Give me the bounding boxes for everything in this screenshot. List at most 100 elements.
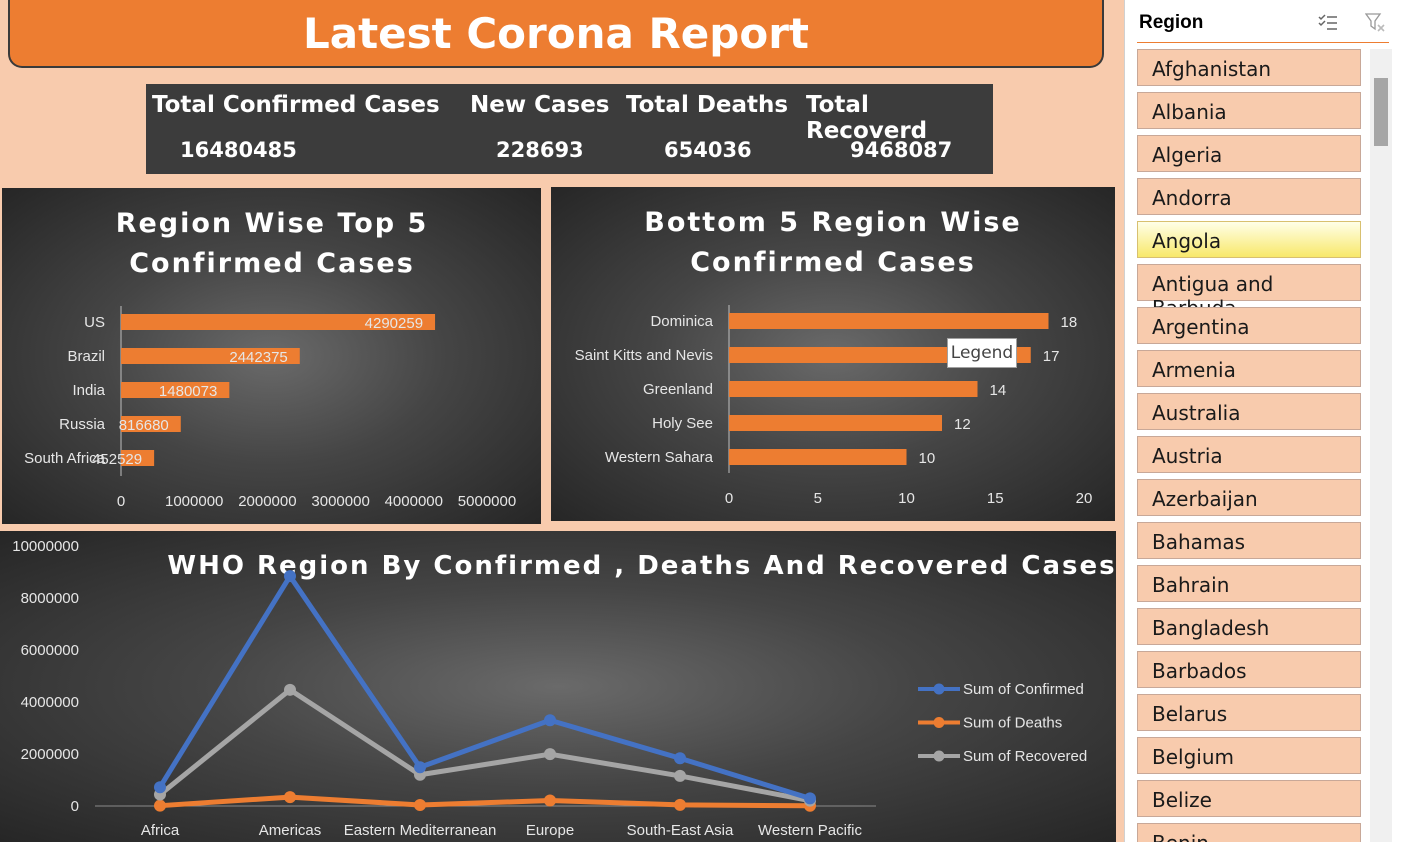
bar: [121, 416, 181, 432]
chart-title-line: Bottom 5 Region Wise: [644, 207, 1022, 238]
data-point: [674, 752, 686, 765]
data-label: 12: [954, 416, 971, 433]
data-label: 2442375: [229, 349, 287, 366]
slicer-item[interactable]: Argentina: [1137, 307, 1361, 344]
legend-label: Sum of Deaths: [963, 715, 1062, 732]
series-line: [159, 794, 811, 809]
y-tick-label: 8000000: [21, 590, 79, 607]
slicer-item[interactable]: Albania: [1137, 92, 1361, 129]
data-point: [674, 769, 686, 782]
bottom5-bar-chart: Bottom 5 Region Wise Confirmed Cases Domin…: [575, 207, 1093, 507]
bar: [729, 313, 1049, 329]
x-tick-label: Eastern Mediterranean: [344, 822, 497, 839]
slicer-item[interactable]: Barbados: [1137, 651, 1361, 688]
data-point: [284, 570, 296, 583]
kpi-recovered-value: 9468087: [850, 138, 953, 162]
slicer-scrollbar-thumb[interactable]: [1374, 78, 1388, 146]
slicer-item[interactable]: Belize: [1137, 780, 1361, 817]
slicer-item[interactable]: Antigua and Barbuda: [1137, 264, 1361, 320]
legend-swatch-marker: [933, 750, 945, 762]
category-label: Russia: [59, 416, 106, 433]
slicer-scrollbar-track[interactable]: [1370, 49, 1392, 842]
who-region-line-chart: WHO Region By Confirmed , Deaths And Rec…: [12, 538, 1116, 839]
slicer-item[interactable]: Afghanistan: [1137, 49, 1361, 86]
bar: [121, 450, 155, 466]
slicer-item[interactable]: Belgium: [1137, 737, 1361, 774]
x-tick-label: Americas: [259, 822, 322, 839]
x-tick-label: South-East Asia: [627, 822, 734, 839]
category-label: Saint Kitts and Nevis: [575, 347, 713, 364]
data-label: 816680: [119, 417, 169, 434]
legend-swatch-marker: [933, 717, 945, 728]
x-tick-label: 5: [814, 490, 822, 507]
y-tick-label: 10000000: [12, 538, 79, 555]
kpi-new-label: New Cases: [470, 92, 610, 118]
multi-select-icon[interactable]: [1317, 12, 1339, 34]
chart-title-line: Region Wise Top 5: [116, 208, 429, 239]
chart-title: WHO Region By Confirmed , Deaths And Rec…: [167, 551, 1116, 581]
top5-chart-panel[interactable]: Region Wise Top 5 Confirmed Cases US 429025…: [2, 188, 541, 524]
bar: [121, 348, 300, 364]
y-tick-label: 4000000: [21, 694, 79, 711]
bar: [729, 381, 978, 397]
data-point: [284, 791, 296, 804]
slicer-item[interactable]: Bahrain: [1137, 565, 1361, 602]
kpi-confirmed-value: 16480485: [180, 138, 297, 162]
series-line: [158, 687, 811, 804]
slicer-item[interactable]: Belarus: [1137, 694, 1361, 731]
slicer-item[interactable]: Azerbaijan: [1137, 479, 1361, 516]
data-label: 4290259: [365, 315, 423, 332]
legend-swatch-marker: [933, 683, 945, 695]
x-tick-label: 4000000: [385, 493, 443, 510]
slicer-title: Region: [1139, 12, 1204, 33]
x-tick-label: 2000000: [238, 493, 296, 510]
category-label: Brazil: [67, 348, 105, 365]
data-point: [674, 798, 686, 811]
category-label: India: [72, 382, 105, 399]
slicer-item[interactable]: Bangladesh: [1137, 608, 1361, 645]
x-tick-label: 10: [898, 490, 915, 507]
slicer-item[interactable]: Austria: [1137, 436, 1361, 473]
slicer-item[interactable]: Andorra: [1137, 178, 1361, 215]
kpi-confirmed-label: Total Confirmed Cases: [152, 92, 440, 118]
data-point: [544, 794, 556, 807]
data-point: [544, 714, 556, 727]
series-line: [157, 573, 811, 801]
region-slicer: Region Afghanistan Albania Algeria Andorra A…: [1124, 0, 1406, 842]
category-label: Dominica: [650, 313, 713, 330]
slicer-item[interactable]: Algeria: [1137, 135, 1361, 172]
bottom5-chart-panel[interactable]: Bottom 5 Region Wise Confirmed Cases Domin…: [551, 187, 1115, 521]
slicer-item[interactable]: Benin: [1137, 823, 1361, 842]
category-label: Greenland: [643, 381, 713, 398]
data-point: [414, 761, 426, 774]
bar: [121, 314, 436, 330]
kpi-summary-box: Total Confirmed Cases 16480485 New Cases…: [146, 84, 993, 174]
x-tick-label: 0: [725, 490, 733, 507]
who-region-chart-panel[interactable]: WHO Region By Confirmed , Deaths And Rec…: [0, 531, 1116, 842]
data-label: 452529: [92, 451, 142, 468]
slicer-item[interactable]: Bahamas: [1137, 522, 1361, 559]
slicer-item[interactable]: Armenia: [1137, 350, 1361, 387]
kpi-new-value: 228693: [496, 138, 584, 162]
category-label: Holy See: [652, 415, 713, 432]
data-point: [544, 748, 556, 761]
kpi-deaths-label: Total Deaths: [626, 92, 789, 118]
y-tick-label: 2000000: [21, 746, 79, 763]
report-title-banner: Latest Corona Report: [8, 0, 1104, 68]
data-label: 10: [919, 450, 936, 467]
data-label: 14: [990, 382, 1007, 399]
slicer-item[interactable]: Australia: [1137, 393, 1361, 430]
x-tick-label: 5000000: [458, 493, 516, 510]
x-tick-label: Europe: [526, 822, 574, 839]
clear-filter-icon[interactable]: [1364, 12, 1387, 34]
legend-tooltip: Legend: [947, 338, 1017, 368]
kpi-deaths-value: 654036: [664, 138, 752, 162]
x-tick-label: 15: [987, 490, 1004, 507]
data-label: 1480073: [159, 383, 217, 400]
x-tick-label: Western Pacific: [758, 822, 862, 839]
slicer-item[interactable]: Angola: [1137, 221, 1361, 258]
data-point: [804, 792, 816, 805]
x-tick-label: 0: [117, 493, 125, 510]
kpi-recovered-label: Total Recoverd: [806, 92, 928, 144]
y-tick-label: 0: [71, 798, 79, 815]
